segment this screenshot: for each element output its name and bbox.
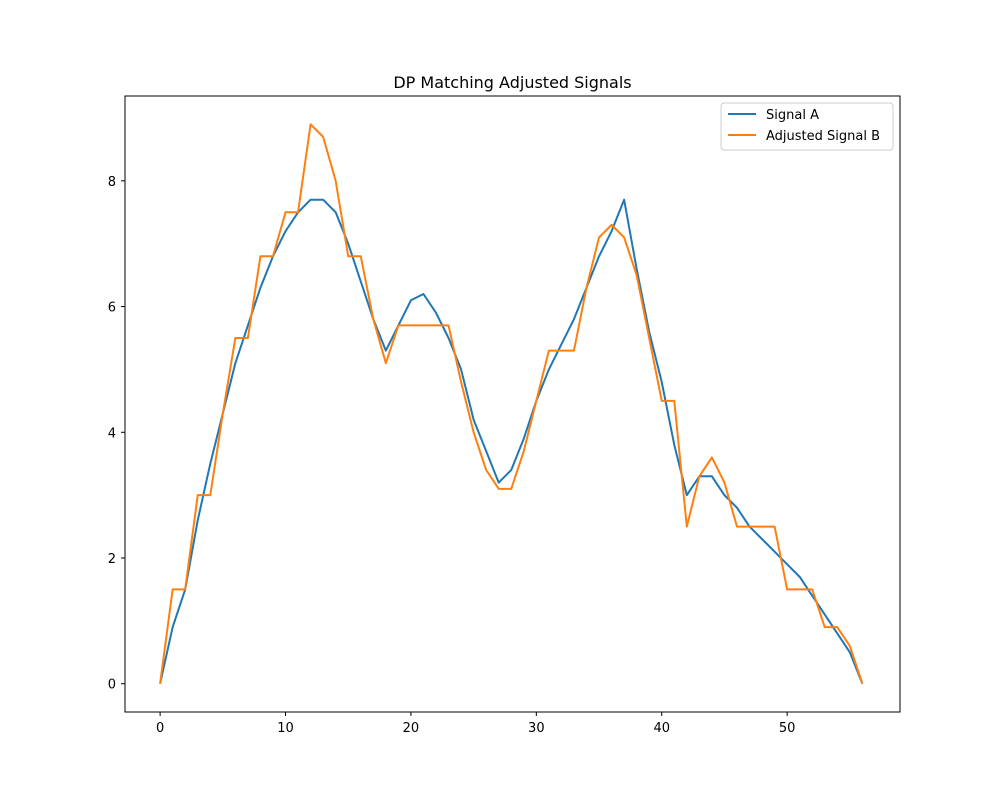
x-tick-label: 30 xyxy=(528,721,545,736)
x-tick-label: 0 xyxy=(156,721,164,736)
y-tick-label: 6 xyxy=(108,301,116,316)
axis-ticks: 0 10 20 30 40 50 0 2 4 6 8 xyxy=(108,175,796,736)
y-tick-label: 0 xyxy=(108,678,116,693)
series-line-signal-a xyxy=(159,198,864,685)
legend-label-signal-a: Signal A xyxy=(766,108,819,123)
legend: Signal A Adjusted Signal B xyxy=(720,102,894,151)
legend-label-adjusted-signal-b: Adjusted Signal B xyxy=(766,129,880,144)
x-tick-label: 50 xyxy=(779,721,796,736)
y-tick-label: 2 xyxy=(108,552,116,567)
legend-box xyxy=(720,102,894,151)
y-tick-label: 8 xyxy=(108,175,116,190)
plot-area xyxy=(159,123,864,685)
axes-frame xyxy=(124,95,901,713)
chart-title: DP Matching Adjusted Signals xyxy=(393,73,631,92)
x-tick-label: 10 xyxy=(277,721,294,736)
series-line-adjusted-signal-b xyxy=(159,123,864,685)
x-tick-label: 20 xyxy=(403,721,420,736)
y-tick-label: 4 xyxy=(108,426,116,441)
x-tick-label: 40 xyxy=(653,721,670,736)
